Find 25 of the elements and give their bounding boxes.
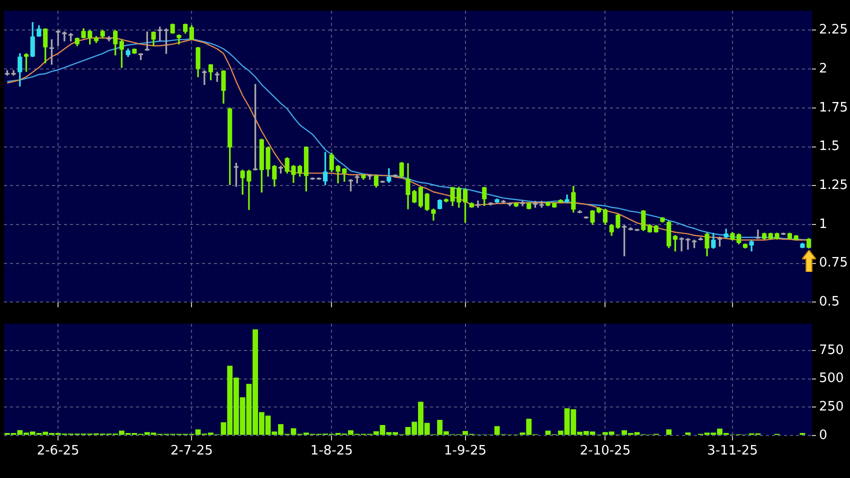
bar — [685, 432, 691, 435]
y-tick-label: 1 — [819, 216, 828, 232]
x-tick-label: 3-11-25 — [707, 444, 758, 459]
y-tick-label: 1.75 — [819, 100, 848, 116]
bar — [666, 429, 672, 435]
candlestick — [56, 30, 60, 46]
y-tick-label: 500 — [819, 371, 844, 386]
x-tick-label: 1-9-25 — [444, 444, 486, 459]
y-tick-label: 0.5 — [819, 294, 840, 310]
y-tick-label: 750 — [819, 342, 844, 358]
candlestick — [62, 31, 67, 42]
x-tick-label: 2-6-25 — [36, 444, 80, 459]
y-tick-label: 1.5 — [819, 139, 840, 154]
y-tick-label: 2 — [819, 61, 828, 76]
y-tick-label: 250 — [819, 399, 844, 414]
candlestick — [476, 200, 480, 208]
candlestick — [106, 36, 112, 42]
x-tick-label: 1-8-25 — [310, 444, 353, 459]
candlestick — [756, 230, 760, 239]
x-tick-label: 2-7-25 — [170, 444, 213, 459]
y-tick-label: 2.25 — [819, 22, 848, 38]
x-tick-label: 2-10-25 — [580, 444, 631, 459]
y-tick-label: 0 — [819, 428, 828, 443]
y-tick-label: 1.25 — [819, 178, 848, 194]
y-tick-label: 0.75 — [819, 256, 848, 271]
